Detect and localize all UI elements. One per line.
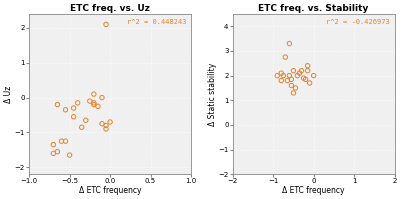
- Point: [83, 119, 89, 122]
- Text: r^2 = -0.426973: r^2 = -0.426973: [326, 19, 390, 25]
- Point: [75, 101, 81, 104]
- Point: [300, 76, 307, 80]
- Point: [280, 74, 287, 77]
- Point: [286, 42, 293, 45]
- Title: ETC freq. vs. Stability: ETC freq. vs. Stability: [259, 4, 369, 13]
- Point: [50, 152, 57, 155]
- Point: [91, 101, 97, 104]
- Point: [58, 139, 65, 143]
- Point: [288, 84, 295, 87]
- Point: [103, 127, 109, 131]
- Point: [304, 64, 311, 67]
- Point: [286, 74, 293, 77]
- Point: [95, 105, 101, 108]
- Y-axis label: Δ Static stability: Δ Static stability: [208, 62, 217, 126]
- Point: [87, 100, 93, 103]
- Point: [294, 74, 301, 77]
- Point: [278, 72, 284, 75]
- Point: [103, 124, 109, 127]
- Point: [107, 120, 113, 124]
- Point: [54, 103, 61, 106]
- Point: [67, 153, 73, 157]
- Point: [292, 86, 299, 90]
- Point: [304, 69, 311, 72]
- Point: [290, 69, 297, 72]
- Point: [99, 96, 105, 99]
- Point: [274, 74, 280, 77]
- Point: [310, 74, 317, 77]
- Point: [306, 81, 313, 85]
- Point: [91, 103, 97, 106]
- Point: [290, 91, 297, 95]
- Point: [296, 72, 303, 75]
- Point: [62, 139, 69, 143]
- Point: [103, 23, 109, 26]
- Point: [288, 78, 295, 81]
- Point: [298, 69, 305, 72]
- Point: [62, 108, 69, 111]
- Point: [54, 150, 61, 153]
- Text: r^2 = 0.448243: r^2 = 0.448243: [127, 19, 186, 25]
- Point: [99, 122, 105, 125]
- Point: [91, 93, 97, 96]
- Point: [50, 143, 57, 146]
- Point: [71, 115, 77, 118]
- Y-axis label: Δ Uz: Δ Uz: [4, 86, 13, 103]
- Point: [284, 79, 291, 82]
- Point: [71, 106, 77, 110]
- X-axis label: Δ ETC frequency: Δ ETC frequency: [282, 186, 345, 195]
- Point: [278, 79, 284, 82]
- Title: ETC freq. vs. Uz: ETC freq. vs. Uz: [70, 4, 150, 13]
- Point: [302, 78, 309, 81]
- Point: [79, 126, 85, 129]
- Point: [282, 56, 289, 59]
- X-axis label: Δ ETC frequency: Δ ETC frequency: [79, 186, 141, 195]
